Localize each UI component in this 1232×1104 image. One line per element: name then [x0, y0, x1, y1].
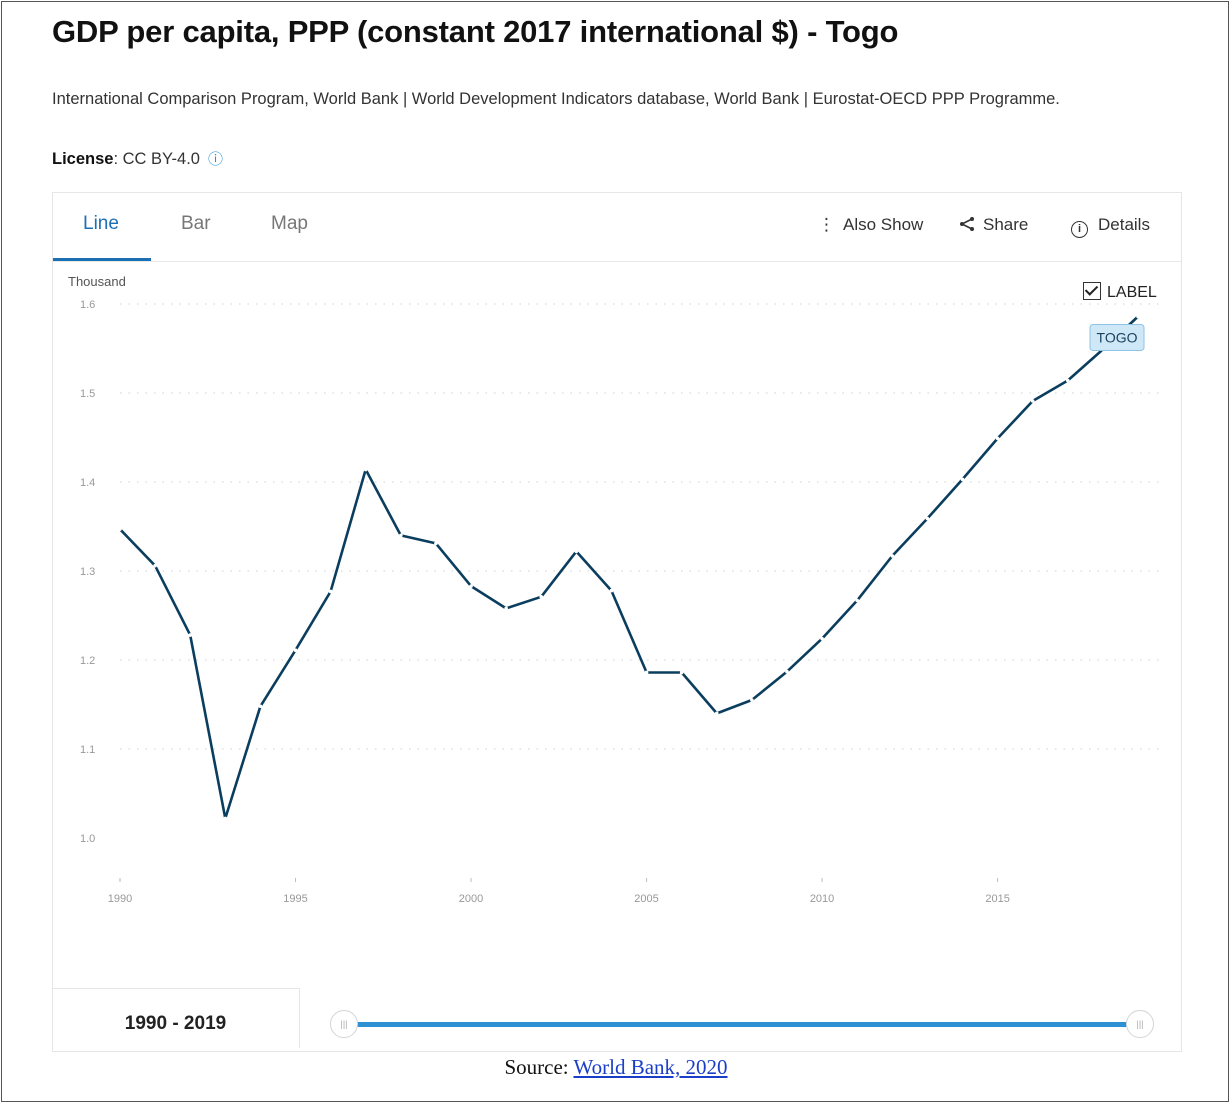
data-point	[750, 698, 754, 702]
data-point	[539, 595, 544, 599]
vertical-dots-icon: ⋮	[818, 215, 835, 234]
data-point	[258, 704, 263, 709]
y-tick-label: 1.1	[80, 744, 95, 756]
data-point	[153, 563, 157, 568]
data-point	[469, 584, 473, 588]
source-prefix: Source:	[504, 1055, 574, 1079]
data-point	[820, 636, 824, 641]
source-link[interactable]: World Bank, 2020	[573, 1055, 728, 1079]
x-tick-label: 1995	[283, 893, 307, 905]
series-label-togo: TOGO	[1097, 329, 1138, 345]
page-title: GDP per capita, PPP (constant 2017 inter…	[52, 14, 899, 49]
share-label: Share	[983, 215, 1029, 234]
y-tick-label: 1.2	[80, 655, 95, 667]
slider-end-handle[interactable]: |||	[1126, 1010, 1154, 1038]
y-unit-label: Thousand	[68, 274, 126, 289]
x-tick-label: 2010	[810, 893, 834, 905]
y-tick-label: 1.5	[80, 388, 95, 400]
data-point	[188, 633, 193, 637]
data-point	[1136, 314, 1140, 319]
y-tick-label: 1.4	[80, 477, 95, 489]
data-point	[1030, 399, 1035, 403]
chart-tabs: Line Bar Map ⋮ Also Show Share i Details	[53, 193, 1181, 262]
data-point	[293, 648, 298, 653]
data-point	[679, 670, 684, 675]
info-icon[interactable]: ⓘ	[207, 151, 223, 168]
y-tick-label: 1.0	[80, 833, 95, 845]
tab-line[interactable]: Line	[83, 213, 119, 234]
series-label-box	[1089, 323, 1145, 351]
share-icon	[960, 217, 974, 231]
info-circle-icon: i	[1071, 221, 1088, 238]
data-point	[714, 711, 719, 716]
data-point	[118, 527, 122, 531]
year-range-label: 1990 - 2019	[52, 988, 300, 1048]
label-toggle[interactable]: LABEL	[1083, 282, 1157, 302]
y-tick-label: 1.3	[80, 566, 95, 578]
label-toggle-text: LABEL	[1107, 284, 1157, 301]
tab-bar[interactable]: Bar	[181, 213, 211, 234]
data-point	[644, 670, 649, 675]
x-tick-label: 2000	[459, 893, 483, 905]
data-point	[223, 816, 228, 821]
data-point	[434, 541, 438, 546]
data-point	[1065, 378, 1070, 383]
slider-start-handle[interactable]: |||	[330, 1010, 358, 1038]
also-show-label: Also Show	[843, 215, 924, 234]
source-description: International Comparison Program, World …	[52, 90, 1060, 108]
line-chart: Thousand 1.0 1.1 1.2 1.3 1.4 1.5 1.6 1990 1995 200…	[68, 274, 1160, 905]
data-point	[328, 589, 333, 594]
license: License: CC BY-4.0 ⓘ	[52, 148, 223, 169]
chart-panel: Line Bar Map ⋮ Also Show Share i Details	[52, 192, 1182, 1052]
x-tick-label: 2015	[985, 893, 1009, 905]
also-show-button[interactable]: ⋮ Also Show	[818, 215, 923, 235]
year-range-slider-track[interactable]	[345, 1022, 1141, 1027]
data-point	[855, 598, 859, 603]
data-point	[574, 549, 579, 554]
data-point	[609, 588, 614, 593]
data-point	[399, 533, 403, 538]
data-point	[960, 477, 965, 482]
share-button[interactable]: Share	[959, 215, 1028, 235]
x-tick-label: 1990	[108, 893, 132, 905]
data-point	[890, 554, 895, 558]
series-line-togo	[119, 315, 1139, 820]
label-checkbox[interactable]	[1083, 282, 1101, 300]
details-label: Details	[1098, 215, 1150, 234]
data-point	[995, 436, 1000, 441]
data-point	[504, 606, 508, 611]
data-point	[785, 669, 789, 674]
data-point	[925, 516, 930, 521]
active-tab-indicator	[53, 258, 151, 261]
details-button[interactable]: i Details	[1071, 215, 1150, 238]
figure-source: Source: World Bank, 2020	[0, 1055, 1232, 1080]
data-point	[363, 467, 368, 472]
x-tick-label: 2005	[634, 893, 658, 905]
license-value: : CC BY-4.0	[113, 150, 200, 168]
y-tick-label: 1.6	[80, 299, 95, 311]
tab-map[interactable]: Map	[271, 213, 308, 234]
license-label: License	[52, 150, 114, 168]
